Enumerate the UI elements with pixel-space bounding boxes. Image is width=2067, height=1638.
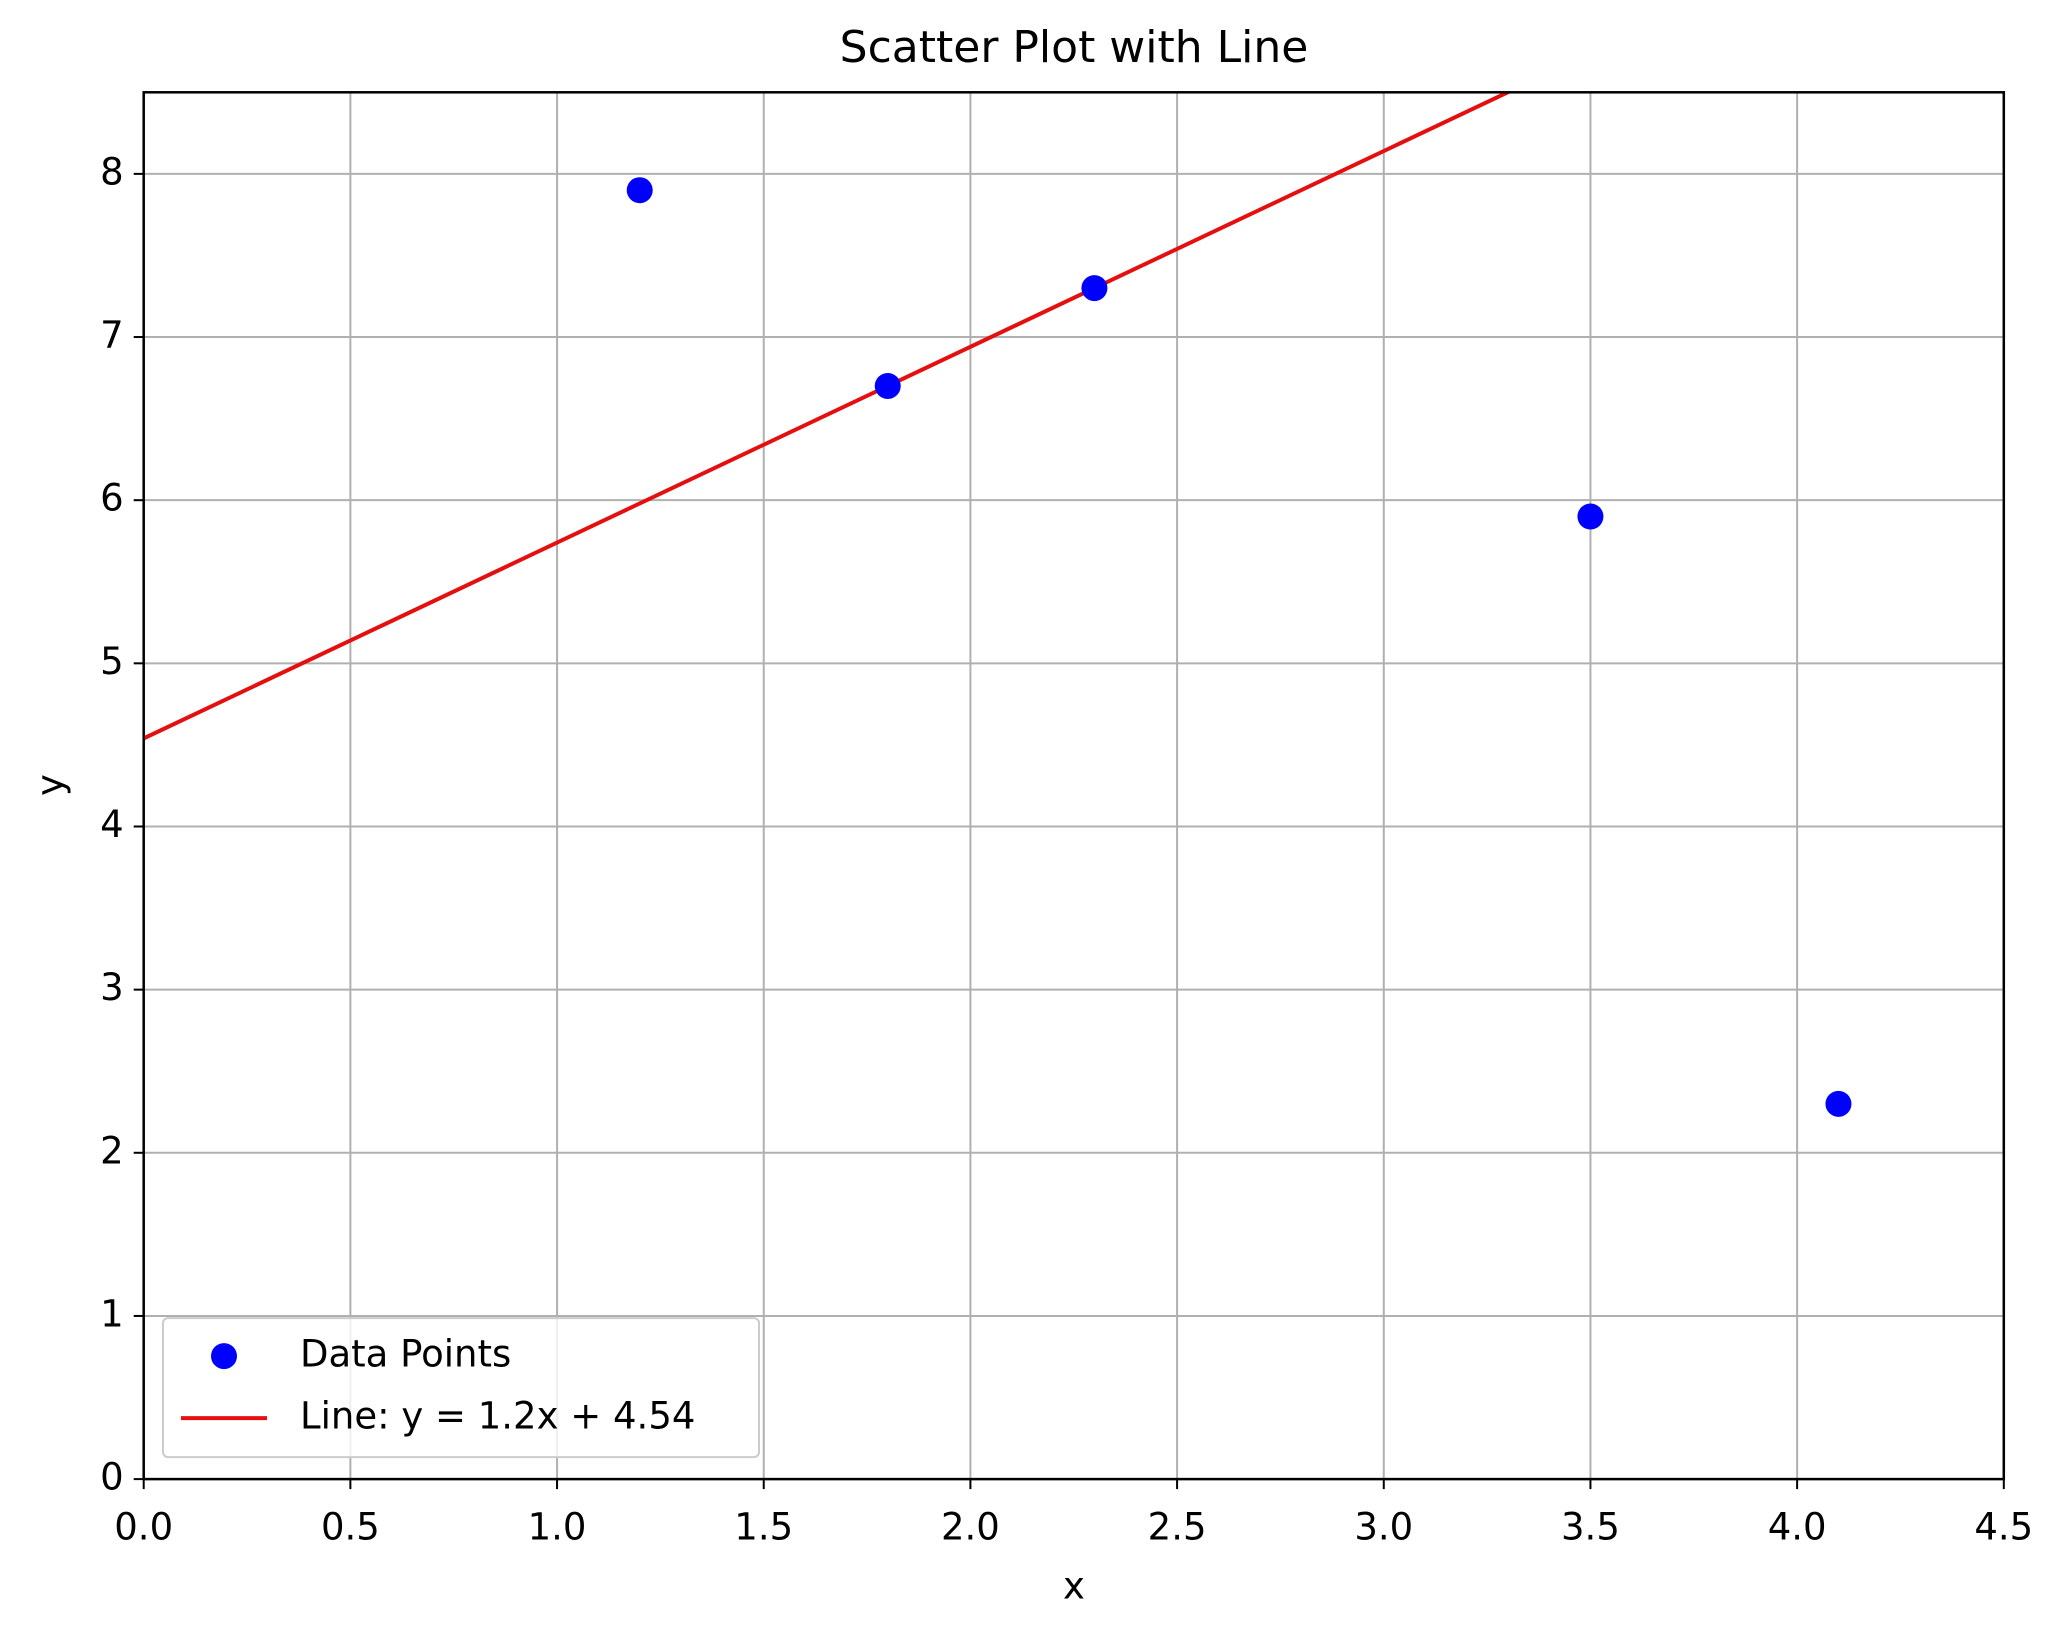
y-tick-label: 0 [100, 1456, 124, 1499]
y-tick-label: 7 [100, 314, 124, 357]
y-tick-label: 4 [100, 803, 124, 846]
legend-marker [211, 1343, 237, 1370]
axes-frame [142, 91, 2006, 1481]
legend-label: Line: y = 1.2x + 4.54 [300, 1395, 695, 1438]
x-tick-label: 0.5 [321, 1506, 380, 1549]
point [1577, 503, 1604, 530]
chart-title: Scatter Plot with Line [840, 22, 1309, 73]
x-tick-label: 4.0 [1768, 1506, 1827, 1549]
x-tick-label: 4.5 [1974, 1506, 2033, 1549]
y-tick-label: 5 [100, 640, 124, 683]
point [874, 372, 901, 399]
y-tick-label: 1 [100, 1292, 124, 1335]
x-tick-label: 2.5 [1148, 1506, 1207, 1549]
point [1081, 275, 1108, 302]
plot-area [144, 92, 1514, 741]
y-tick-label: 3 [100, 966, 124, 1009]
legend-box [162, 1317, 760, 1459]
y-tick-label: 8 [100, 150, 124, 193]
x-tick-label: 3.0 [1354, 1506, 1413, 1549]
x-axis-label: x [1063, 1565, 1085, 1608]
x-tick-label: 0.0 [114, 1506, 173, 1549]
x-tick-label: 1.0 [528, 1506, 587, 1549]
x-tick-label: 2.0 [941, 1506, 1000, 1549]
y-tick-label: 2 [100, 1129, 124, 1172]
legend: Data Points Line: y = 1.2x + 4.54 [162, 1317, 760, 1459]
legend-label: Data Points [300, 1333, 511, 1376]
x-tick-label: 3.5 [1561, 1506, 1620, 1549]
y-tick-label: 6 [100, 477, 124, 520]
line [144, 92, 1514, 741]
point [1825, 1090, 1852, 1117]
y-axis-label: y [29, 774, 72, 796]
x-tick-label: 1.5 [734, 1506, 793, 1549]
point [626, 177, 653, 204]
